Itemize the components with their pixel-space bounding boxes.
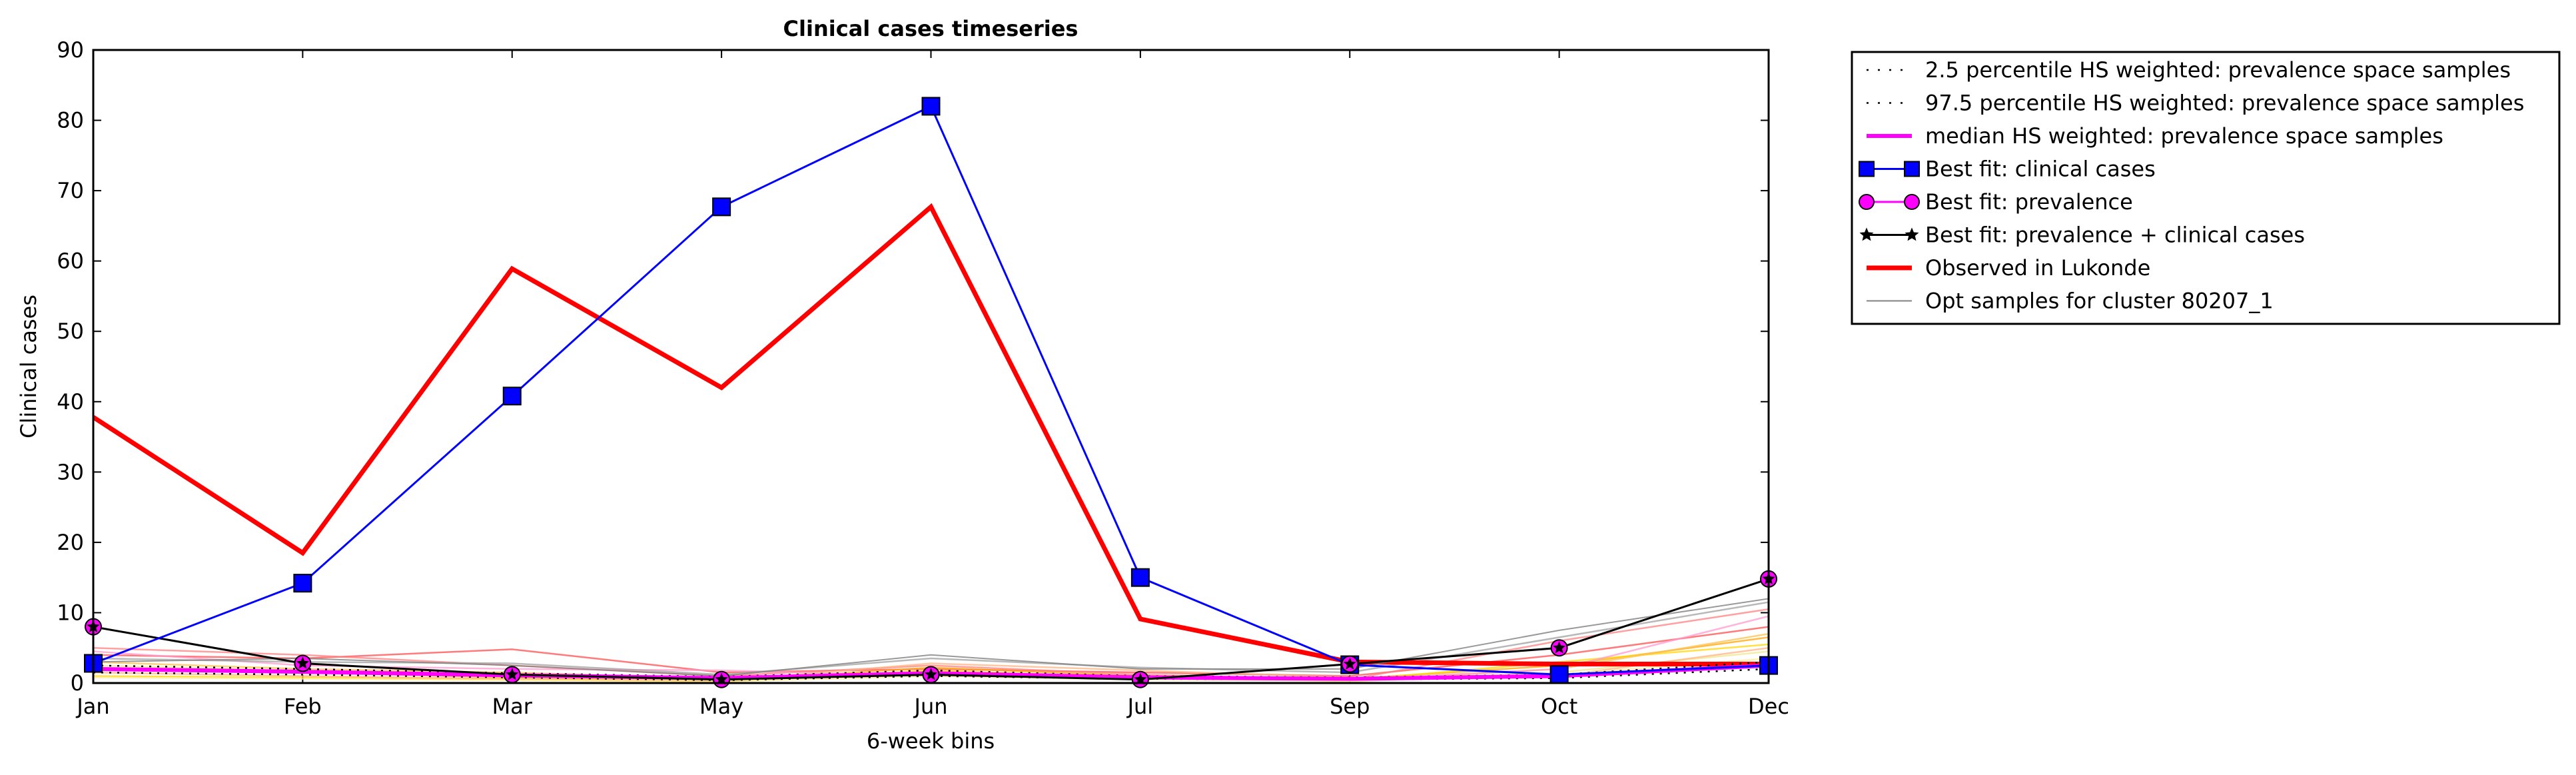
x-tick-label-jun: Jun [913,694,948,719]
best-fit-combo-marker [1134,672,1147,685]
x-tick-label-may: May [699,694,743,719]
star-marker-icon [1905,227,1919,241]
star-marker-icon [1859,227,1874,241]
legend-label: Best fit: prevalence [1925,189,2133,215]
best-fit-clinical-marker [502,387,522,406]
legend-item: 97.5 percentile HS weighted: prevalence … [1867,91,2524,116]
square-marker-icon [1859,161,1875,177]
legend-item: 2.5 percentile HS weighted: prevalence s… [1867,57,2511,83]
best-fit-combo-marker [296,656,309,669]
y-tick-label: 70 [57,178,84,203]
best-fit-clinical-marker [1130,568,1150,587]
x-tick-label-oct: Oct [1541,694,1577,719]
legend-item: Best fit: prevalence [1859,189,2133,215]
y-axis-label: Clinical cases [16,295,41,438]
x-tick-label-jan: Jan [75,694,109,719]
legend-item: median HS weighted: prevalence space sam… [1867,123,2443,149]
legend-box [1851,51,2561,325]
y-tick-label: 0 [71,670,84,696]
y-tick-label: 90 [57,37,84,63]
plot-area: 0 10 20 30 40 50 60 70 80 90 Jan Feb Mar May Jun Jul Sep… [57,37,1789,719]
legend-label: Observed in Lukonde [1925,255,2150,281]
series-group [93,105,1769,683]
legend-item: Opt samples for cluster 80207_1 [1867,289,2274,314]
best-fit-clinical-marker [712,197,731,217]
y-tick-label: 20 [57,530,84,555]
y-tick-label: 80 [57,108,84,133]
series-best-fit-clinical [93,105,1769,676]
legend-label: median HS weighted: prevalence space sam… [1925,123,2443,149]
legend-label: 2.5 percentile HS weighted: prevalence s… [1925,57,2511,83]
legend-item: Observed in Lukonde [1867,255,2150,281]
x-tick-label-feb: Feb [284,694,322,719]
series-observed-lukonde [93,203,1769,666]
y-tick-label: 30 [57,459,84,484]
legend-label: Opt samples for cluster 80207_1 [1925,289,2274,314]
series-opt-samples [93,598,1769,677]
best-fit-combo-marker [925,668,937,680]
x-tick-label-sep: Sep [1330,694,1370,719]
x-tick-label-jul: Jul [1126,694,1154,719]
y-tick-label: 50 [57,319,84,344]
best-fit-combo-marker [1343,657,1356,670]
best-fit-clinical-marker [1549,665,1569,684]
legend-item: Best fit: prevalence + clinical cases [1859,223,2305,248]
sample-trace-8 [93,601,1769,676]
y-tick-label: 40 [57,389,84,414]
legend: 2.5 percentile HS weighted: prevalence s… [1851,51,2561,325]
best-fit-clinical-marker [293,574,312,593]
best-fit-combo-marker [1553,641,1566,654]
x-axis-label: 6-week bins [867,728,995,754]
x-tick-label-mar: Mar [492,694,533,719]
circle-marker-icon [1859,194,1875,210]
legend-item: Best fit: clinical cases [1859,157,2156,182]
legend-label: 97.5 percentile HS weighted: prevalence … [1925,91,2524,116]
legend-label: Best fit: prevalence + clinical cases [1925,223,2305,248]
y-tick-label: 60 [57,249,84,274]
best-fit-combo-marker [715,672,728,685]
plot-frame [92,49,1770,684]
circle-marker-icon [1904,194,1920,210]
x-tick-label-dec: Dec [1748,694,1789,719]
legend-label: Best fit: clinical cases [1925,157,2156,182]
chart-title: Clinical cases timeseries [783,16,1078,41]
best-fit-clinical-marker [921,97,941,116]
square-marker-icon [1904,161,1920,177]
best-fit-combo-marker [506,668,519,680]
y-tick-label: 10 [57,600,84,625]
